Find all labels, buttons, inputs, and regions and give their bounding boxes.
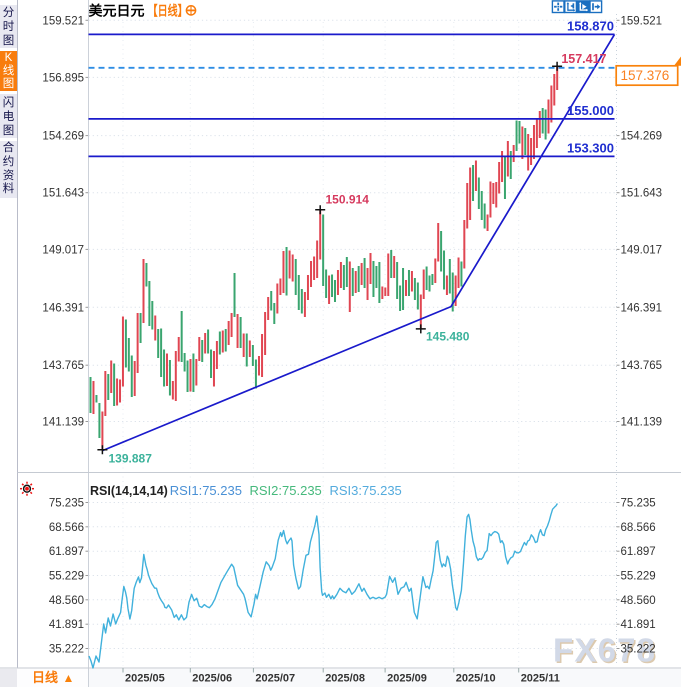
svg-text:【日线】: 【日线】: [148, 3, 188, 19]
svg-text:FX678: FX678: [555, 633, 658, 670]
svg-text:2025/09: 2025/09: [387, 673, 427, 685]
svg-text:48.560: 48.560: [49, 595, 84, 607]
svg-text:153.300: 153.300: [567, 141, 614, 156]
svg-text:35.222: 35.222: [49, 644, 84, 656]
svg-text:2025/10: 2025/10: [456, 673, 496, 685]
svg-text:145.480: 145.480: [426, 330, 470, 344]
svg-text:141.139: 141.139: [42, 417, 84, 429]
svg-text:41.891: 41.891: [49, 619, 84, 631]
svg-text:55.229: 55.229: [49, 571, 84, 583]
svg-text:75.235: 75.235: [621, 498, 656, 510]
svg-text:75.235: 75.235: [49, 498, 84, 510]
svg-text:157.376: 157.376: [621, 68, 670, 83]
svg-text:150.914: 150.914: [326, 193, 370, 207]
svg-text:141.139: 141.139: [621, 417, 663, 429]
svg-text:RSI3:75.235: RSI3:75.235: [330, 483, 402, 498]
svg-text:RSI1:75.235: RSI1:75.235: [170, 483, 242, 498]
svg-text:151.643: 151.643: [621, 188, 663, 200]
svg-text:2025/06: 2025/06: [192, 673, 232, 685]
svg-text:2025/08: 2025/08: [325, 673, 365, 685]
svg-text:143.765: 143.765: [621, 360, 663, 372]
svg-text:154.269: 154.269: [42, 131, 84, 143]
svg-text:55.229: 55.229: [621, 571, 656, 583]
svg-text:159.521: 159.521: [621, 15, 663, 27]
svg-text:61.897: 61.897: [49, 546, 84, 558]
svg-text:154.269: 154.269: [621, 131, 663, 143]
svg-text:41.891: 41.891: [621, 619, 656, 631]
svg-text:▲: ▲: [63, 671, 75, 685]
svg-text:FX678: FX678: [553, 632, 656, 669]
svg-text:2025/07: 2025/07: [255, 673, 295, 685]
svg-text:149.017: 149.017: [621, 244, 663, 256]
svg-text:146.391: 146.391: [621, 302, 663, 314]
svg-text:158.870: 158.870: [567, 19, 614, 34]
svg-text:149.017: 149.017: [42, 244, 84, 256]
svg-text:日线: 日线: [32, 670, 58, 685]
svg-text:139.887: 139.887: [109, 452, 153, 466]
svg-text:RSI2:75.235: RSI2:75.235: [250, 483, 322, 498]
svg-text:155.000: 155.000: [567, 103, 614, 118]
svg-text:156.895: 156.895: [42, 72, 84, 84]
svg-text:151.643: 151.643: [42, 188, 84, 200]
svg-text:68.566: 68.566: [49, 522, 84, 534]
svg-text:159.521: 159.521: [42, 15, 84, 27]
svg-text:2025/11: 2025/11: [521, 673, 560, 685]
svg-text:143.765: 143.765: [42, 360, 84, 372]
svg-text:2025/05: 2025/05: [125, 673, 165, 685]
svg-text:48.560: 48.560: [621, 595, 656, 607]
svg-text:RSI(14,14,14): RSI(14,14,14): [90, 484, 168, 498]
svg-text:61.897: 61.897: [621, 546, 656, 558]
svg-text:美元日元: 美元日元: [89, 3, 146, 19]
svg-text:146.391: 146.391: [42, 302, 84, 314]
svg-text:68.566: 68.566: [621, 522, 656, 534]
svg-text:35.222: 35.222: [621, 644, 656, 656]
svg-text:157.417: 157.417: [561, 52, 606, 66]
